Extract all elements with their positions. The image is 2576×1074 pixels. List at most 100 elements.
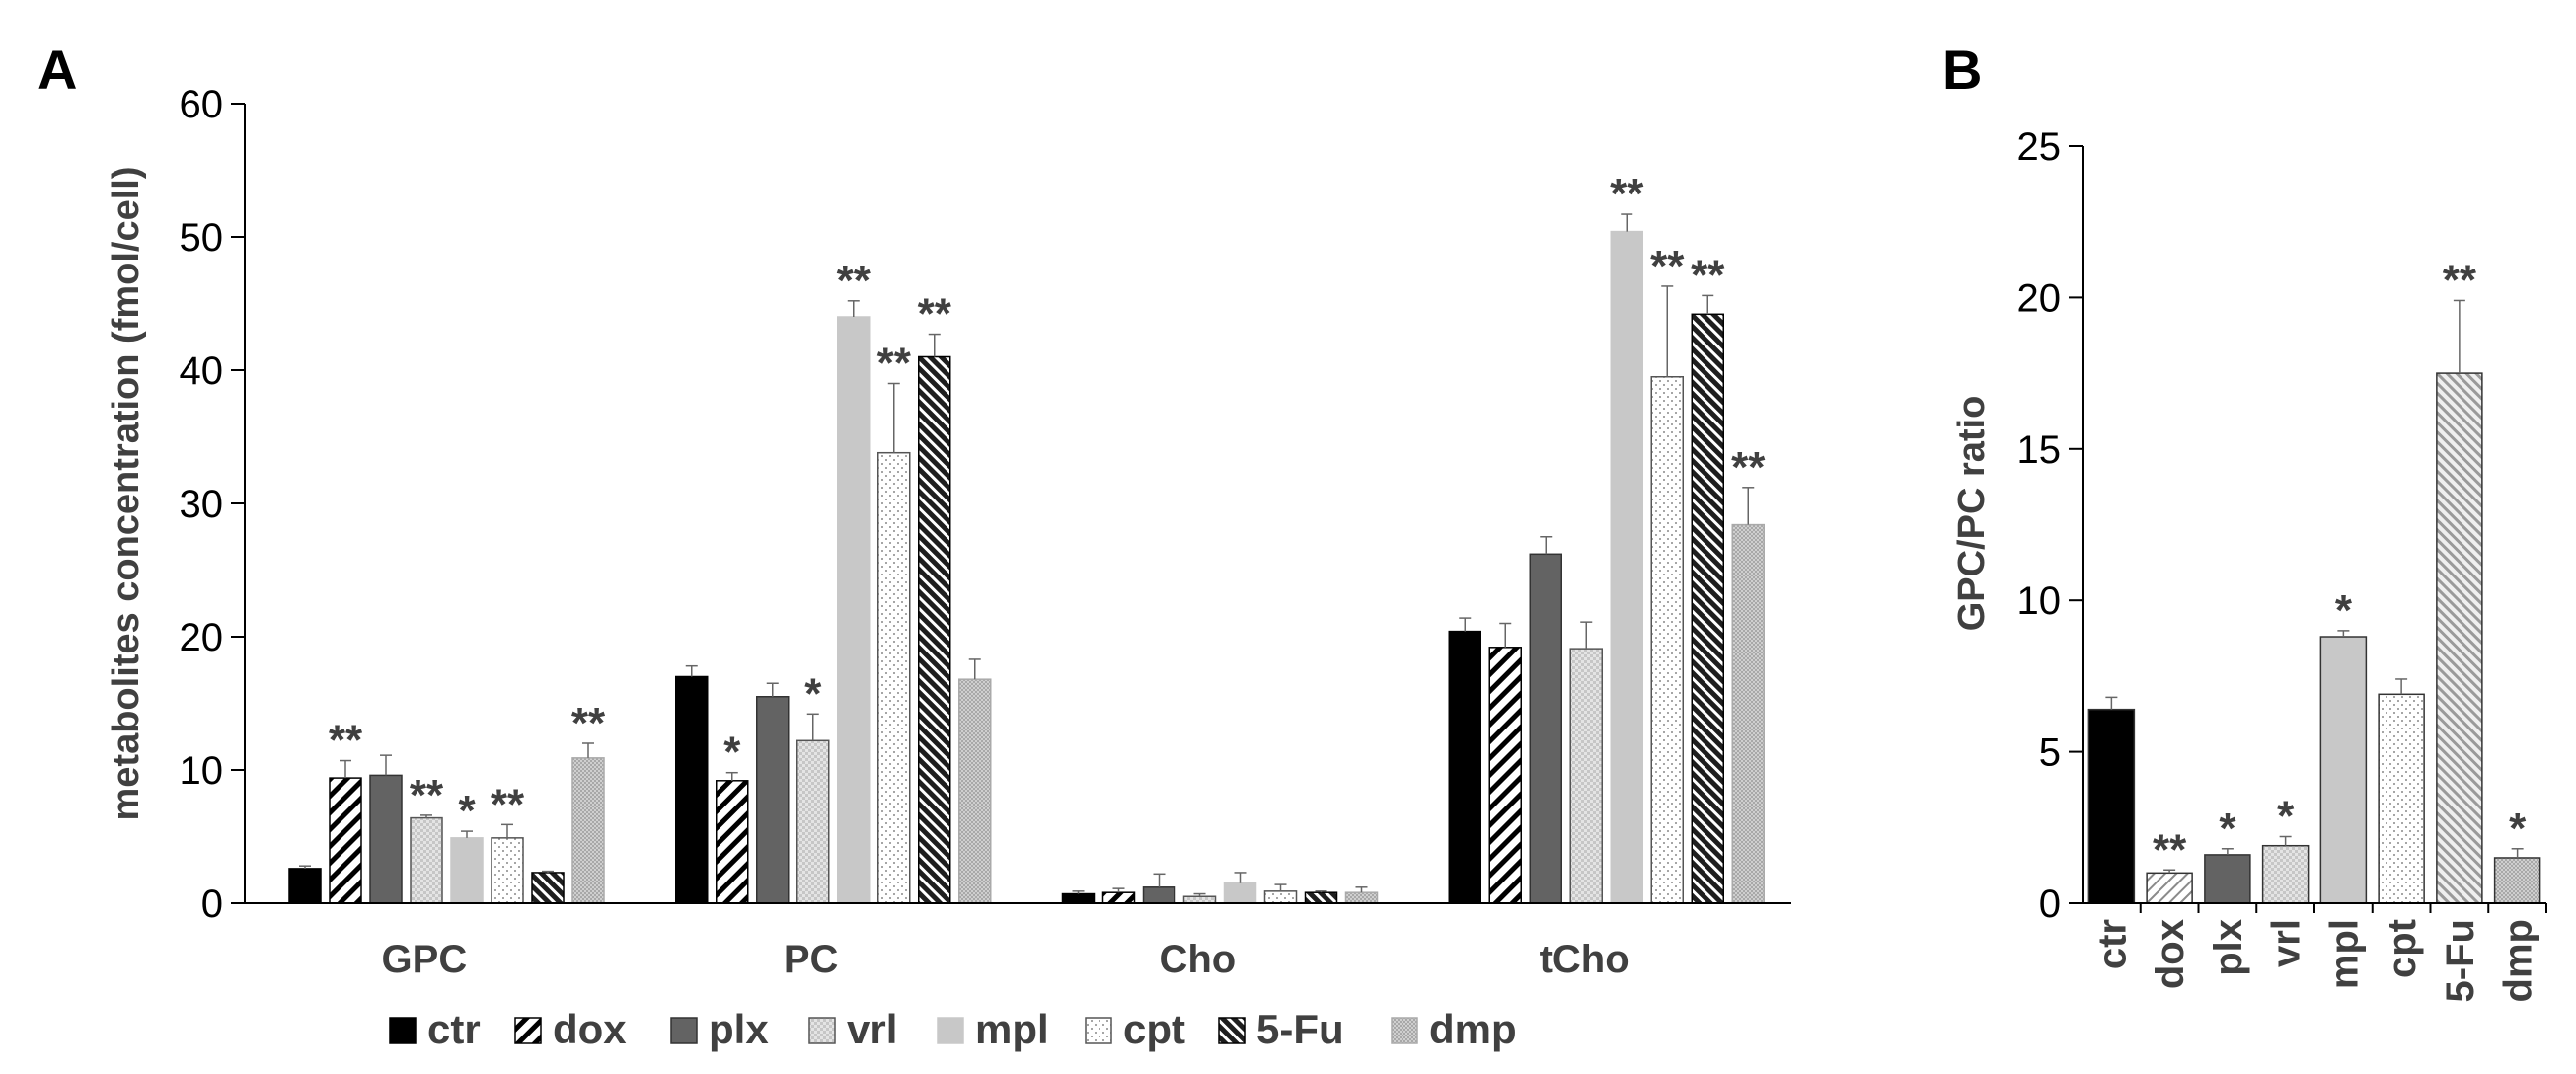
x-category-label: mpl bbox=[2322, 919, 2366, 989]
legend-swatch-5fu bbox=[1218, 1017, 1246, 1044]
bar-dmp-GPC bbox=[571, 757, 605, 904]
significance-marker: ** bbox=[410, 771, 444, 819]
bar-ctr-PC bbox=[675, 675, 709, 904]
bar-cpt-PC bbox=[877, 451, 911, 904]
bar-ctr-Cho bbox=[1061, 892, 1096, 904]
legend-label-dmp: dmp bbox=[1429, 1006, 1517, 1052]
y-tick-label: 20 bbox=[2017, 276, 2062, 320]
significance-marker: ** bbox=[491, 780, 525, 828]
chart-a-axes bbox=[244, 104, 1791, 904]
chart-b: GPC/PC ratio 0 5 10 15 20 25 ctr dox plx vrl mpl c… bbox=[1951, 125, 2547, 1002]
bar-5fu bbox=[2436, 372, 2483, 904]
significance-marker: * bbox=[2219, 805, 2236, 853]
bar-vrl-Cho bbox=[1182, 895, 1217, 904]
legend-label-ctr: ctr bbox=[427, 1006, 481, 1052]
bar-5fu-Cho bbox=[1304, 891, 1338, 904]
chart-b-axes bbox=[2082, 146, 2546, 904]
x-category-label: dox bbox=[2149, 919, 2192, 989]
bar-dox-PC bbox=[716, 780, 749, 904]
bar-dmp-Cho bbox=[1344, 891, 1379, 904]
bar-5fu-tCho bbox=[1691, 313, 1724, 904]
chart-b-x-ticks: ctr dox plx vrl mpl cpt 5-Fu dmp bbox=[2090, 903, 2547, 1002]
chart-a-y-axis-label: metabolites concentration (fmol/cell) bbox=[106, 167, 147, 821]
bar-plx-Cho bbox=[1142, 886, 1176, 904]
chart-a-y-ticks: 0 10 20 30 40 50 60 bbox=[180, 83, 245, 926]
legend-label-mpl: mpl bbox=[975, 1006, 1049, 1052]
legend: ctr dox plx vrl mpl cpt 5-Fu dmp bbox=[389, 1006, 1517, 1052]
bar-dox-tCho bbox=[1488, 647, 1522, 904]
bar-plx-tCho bbox=[1529, 553, 1562, 904]
bar-mpl-PC bbox=[837, 316, 871, 904]
x-category-label: dmp bbox=[2497, 919, 2540, 1002]
legend-swatch-vrl bbox=[808, 1017, 836, 1044]
x-category-label: 5-Fu bbox=[2439, 919, 2482, 1002]
significance-marker: * bbox=[458, 787, 476, 835]
chart-b-y-axis-label: GPC/PC ratio bbox=[1951, 396, 1993, 632]
y-tick-label: 30 bbox=[180, 483, 224, 526]
bar-cpt bbox=[2378, 693, 2425, 904]
bar-plx-PC bbox=[756, 696, 790, 904]
chart-b-significance: ** * ***** bbox=[2153, 256, 2527, 874]
bar-cpt-Cho bbox=[1263, 890, 1298, 904]
y-tick-label: 50 bbox=[180, 216, 224, 260]
chart-a-error-bars bbox=[299, 213, 1755, 897]
chart-b-y-ticks: 0 5 10 15 20 25 bbox=[2017, 125, 2083, 926]
chart-b-error-bars bbox=[2105, 299, 2524, 874]
bar-mpl-GPC bbox=[450, 837, 484, 904]
legend-swatch-dox bbox=[514, 1017, 542, 1044]
y-tick-label: 15 bbox=[2017, 428, 2062, 472]
x-category-label: PC bbox=[784, 938, 839, 981]
bar-mpl-tCho bbox=[1610, 230, 1643, 904]
significance-marker: * bbox=[804, 669, 822, 718]
bar-dox-Cho bbox=[1101, 891, 1136, 904]
y-tick-label: 60 bbox=[180, 83, 224, 126]
bar-dmp bbox=[2493, 857, 2541, 904]
chart-a-x-ticks: GPC PC Cho tCho bbox=[382, 938, 1629, 981]
chart-b-bars bbox=[2087, 372, 2541, 904]
bar-plx-GPC bbox=[369, 774, 403, 904]
bar-vrl-tCho bbox=[1569, 648, 1603, 904]
significance-marker: * bbox=[723, 729, 741, 777]
bar-ctr-tCho bbox=[1448, 630, 1481, 904]
bar-dmp-PC bbox=[958, 678, 992, 904]
bar-dox-GPC bbox=[329, 777, 362, 904]
bar-dmp-tCho bbox=[1731, 523, 1765, 904]
significance-marker: ** bbox=[837, 257, 871, 305]
legend-label-vrl: vrl bbox=[847, 1006, 897, 1052]
legend-swatch-dmp bbox=[1391, 1017, 1418, 1044]
significance-marker: ** bbox=[877, 340, 912, 388]
significance-marker: * bbox=[2277, 793, 2295, 841]
legend-swatch-ctr bbox=[389, 1017, 417, 1044]
bar-ctr bbox=[2087, 708, 2136, 904]
significance-marker: ** bbox=[2153, 825, 2187, 874]
significance-marker: ** bbox=[2443, 256, 2477, 304]
bar-cpt-tCho bbox=[1650, 376, 1684, 904]
bar-vrl-PC bbox=[796, 739, 830, 904]
panel-b-label: B bbox=[1942, 38, 1982, 101]
chart-a-significance: **** * **************** **** bbox=[329, 170, 1766, 835]
bar-cpt-GPC bbox=[491, 837, 524, 904]
legend-swatch-cpt bbox=[1085, 1017, 1112, 1044]
y-tick-label: 10 bbox=[180, 749, 224, 793]
legend-label-5fu: 5-Fu bbox=[1256, 1006, 1344, 1052]
significance-marker: ** bbox=[1610, 170, 1644, 218]
bar-plx bbox=[2204, 854, 2251, 904]
legend-label-dox: dox bbox=[553, 1006, 627, 1052]
significance-marker: ** bbox=[329, 717, 363, 765]
x-category-label: vrl bbox=[2265, 919, 2309, 967]
x-category-label: ctr bbox=[2090, 919, 2134, 969]
bar-dox bbox=[2146, 872, 2193, 904]
y-tick-label: 40 bbox=[180, 349, 224, 393]
y-tick-label: 25 bbox=[2017, 125, 2062, 169]
bar-5fu-PC bbox=[918, 355, 951, 904]
bar-ctr-GPC bbox=[288, 868, 322, 904]
legend-label-cpt: cpt bbox=[1123, 1006, 1185, 1052]
bar-mpl bbox=[2319, 636, 2368, 904]
significance-marker: * bbox=[2509, 805, 2527, 853]
significance-marker: ** bbox=[918, 290, 952, 339]
x-category-label: Cho bbox=[1159, 938, 1236, 981]
significance-marker: ** bbox=[571, 699, 606, 747]
legend-swatch-plx bbox=[670, 1017, 698, 1044]
y-tick-label: 20 bbox=[180, 616, 224, 659]
bar-vrl-GPC bbox=[410, 816, 443, 904]
